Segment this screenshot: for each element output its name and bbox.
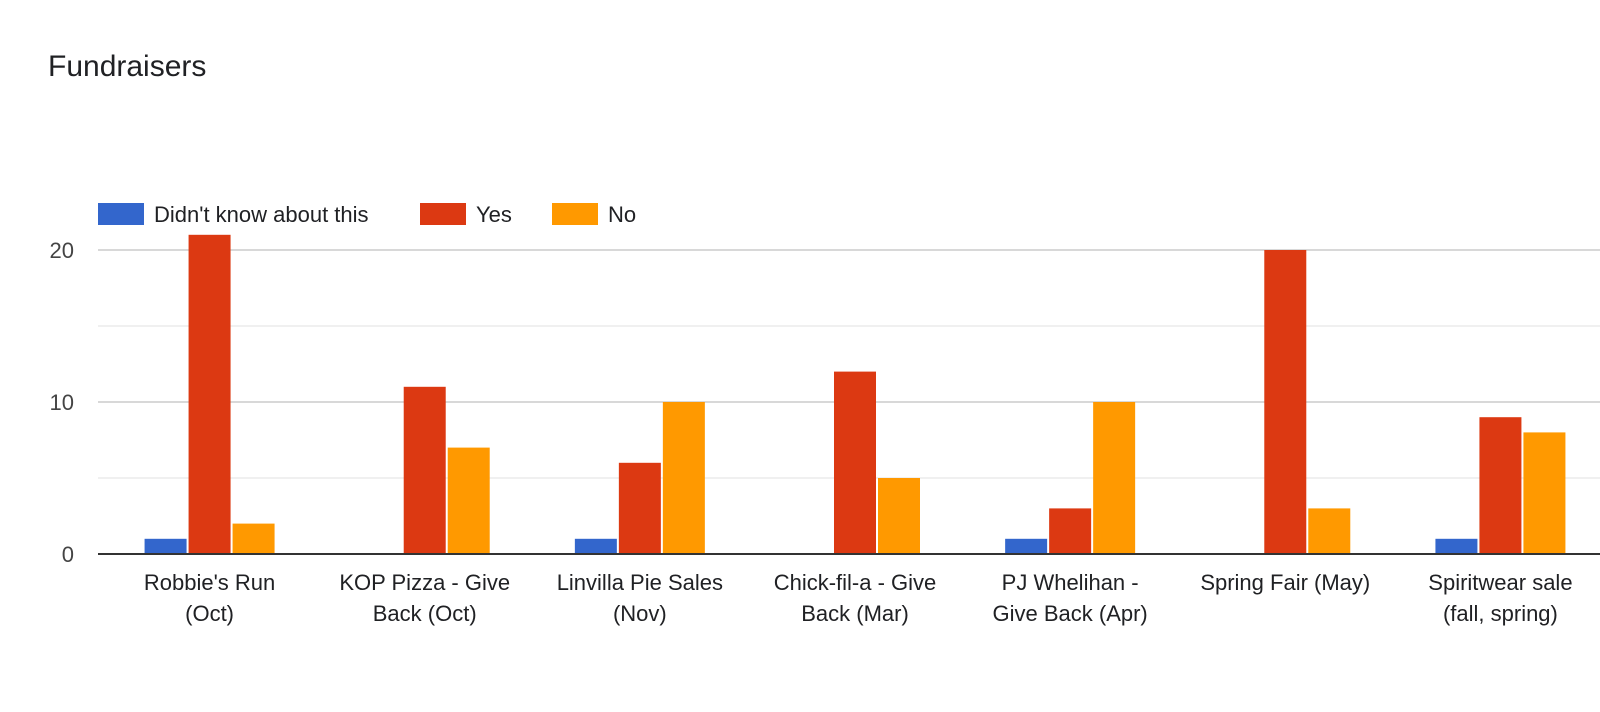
x-tick-label: Spiritwear sale	[1428, 570, 1572, 595]
legend-swatch	[552, 203, 598, 225]
x-tick-label: Back (Oct)	[373, 601, 477, 626]
bar	[574, 538, 617, 554]
legend: Didn't know about this Yes No	[98, 202, 636, 227]
legend-label: Didn't know about this	[154, 202, 369, 227]
x-tick-label: KOP Pizza - Give	[339, 570, 510, 595]
bar	[1435, 538, 1478, 554]
bar	[1264, 250, 1307, 554]
legend-swatch	[98, 203, 144, 225]
bar	[878, 478, 920, 554]
y-tick-label: 20	[50, 238, 74, 263]
x-tick-label: Give Back (Apr)	[993, 601, 1148, 626]
y-tick-label: 0	[62, 542, 74, 567]
bars	[144, 234, 1566, 555]
x-tick-label: (fall, spring)	[1443, 601, 1558, 626]
bar	[1479, 417, 1522, 554]
bar	[403, 386, 446, 554]
chart-title: Fundraisers	[48, 50, 207, 83]
x-tick-label: Chick-fil-a - Give	[774, 570, 937, 595]
bar	[144, 538, 187, 554]
x-tick-label: Spring Fair (May)	[1200, 570, 1370, 595]
legend-label: Yes	[476, 202, 512, 227]
x-tick-label: PJ Whelihan -	[1002, 570, 1139, 595]
legend-swatch	[420, 203, 466, 225]
x-tick-label: (Nov)	[613, 601, 667, 626]
x-tick-label: (Oct)	[185, 601, 234, 626]
bar	[1005, 538, 1048, 554]
y-tick-label: 10	[50, 390, 74, 415]
bar	[662, 402, 705, 554]
bar	[834, 371, 876, 554]
bar	[618, 462, 661, 554]
bar	[1049, 508, 1092, 554]
x-tick-label: Linvilla Pie Sales	[557, 570, 723, 595]
bar	[1093, 402, 1136, 554]
bar	[1523, 432, 1566, 554]
x-tick-label: Robbie's Run	[144, 570, 275, 595]
bar	[188, 234, 231, 555]
bar	[1308, 508, 1351, 554]
bar	[232, 523, 275, 554]
axes: 0 10 20 Robbie's Run (Oct) KOP Pizza - Give Ba…	[50, 238, 1600, 626]
bar	[447, 447, 490, 554]
x-tick-label: Back (Mar)	[801, 601, 909, 626]
legend-label: No	[608, 202, 636, 227]
